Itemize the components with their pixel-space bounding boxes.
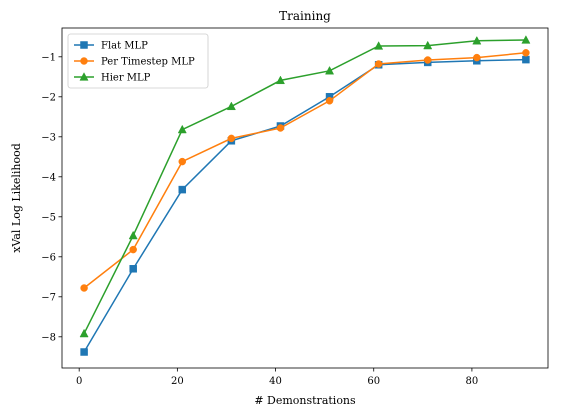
data-point-per-timestep-mlp [80, 284, 88, 292]
legend-swatch-marker [79, 72, 89, 81]
x-tick-label: 0 [76, 376, 82, 387]
y-tick-label: −6 [41, 252, 56, 263]
y-tick-label: −7 [41, 292, 56, 303]
data-point-flat-mlp [522, 55, 530, 64]
chart-title: Training [279, 9, 331, 23]
legend-label: Per Timestep MLP [101, 57, 195, 68]
y-axis-label: xVal Log Likelihood [10, 143, 23, 253]
legend-item-hier-mlp: Hier MLP [74, 72, 151, 84]
data-point-per-timestep-mlp [473, 53, 481, 62]
data-point-hier-mlp [275, 75, 285, 85]
y-tick-label: −8 [41, 332, 56, 343]
x-tick-label: 60 [367, 376, 380, 387]
data-point-flat-mlp [80, 348, 88, 356]
data-point-per-timestep-mlp [522, 49, 530, 57]
y-tick-label: −5 [41, 212, 56, 223]
data-point-flat-mlp [129, 265, 137, 273]
x-tick-label: 40 [269, 376, 282, 387]
data-point-per-timestep-mlp [178, 157, 187, 166]
series-hier-mlp [79, 35, 531, 338]
data-point-per-timestep-mlp [227, 134, 236, 143]
series-line-flat-mlp [83, 58, 526, 353]
data-point-hier-mlp [521, 35, 531, 44]
y-axis: −8 −7 −6 −5 −4 −3 −2 −1 [41, 52, 62, 343]
data-point-hier-mlp [226, 101, 236, 111]
data-point-per-timestep-mlp [129, 245, 137, 254]
x-axis-label: # Demonstrations [254, 394, 356, 407]
series-per-timestep-mlp [80, 49, 530, 292]
data-point-hier-mlp [472, 35, 482, 45]
data-point-hier-mlp [128, 230, 138, 240]
plot-frame [61, 27, 549, 369]
legend: Flat MLP Per Timestep MLP Hier MLP [67, 33, 209, 89]
legend-label: Hier MLP [101, 73, 151, 84]
x-tick-label: 80 [466, 376, 479, 387]
legend-swatch-marker [80, 57, 88, 65]
legend-item-per-timestep-mlp: Per Timestep MLP [74, 57, 195, 68]
x-axis: 0 20 40 60 80 [76, 368, 478, 387]
data-point-flat-mlp [178, 185, 187, 194]
legend-label: Flat MLP [101, 41, 148, 52]
data-point-per-timestep-mlp [276, 124, 285, 132]
data-point-hier-mlp [177, 124, 187, 134]
data-point-hier-mlp [325, 65, 335, 75]
y-tick-label: −4 [41, 172, 56, 183]
data-point-per-timestep-mlp [423, 56, 432, 64]
data-point-per-timestep-mlp [325, 97, 334, 105]
series-line-hier-mlp [83, 39, 526, 334]
x-tick-label: 20 [171, 376, 184, 387]
legend-swatch-marker [80, 41, 88, 49]
plot-area [61, 27, 549, 369]
data-point-hier-mlp [423, 40, 433, 50]
legend-item-flat-mlp: Flat MLP [74, 41, 148, 52]
legend-frame [67, 33, 209, 89]
series-line-per-timestep-mlp [83, 52, 526, 289]
data-point-hier-mlp [79, 328, 89, 338]
y-tick-label: −2 [41, 92, 56, 103]
data-point-per-timestep-mlp [374, 60, 383, 68]
y-tick-label: −1 [41, 52, 56, 63]
series-flat-mlp [80, 55, 530, 356]
data-point-hier-mlp [374, 41, 384, 50]
y-tick-label: −3 [41, 132, 56, 143]
